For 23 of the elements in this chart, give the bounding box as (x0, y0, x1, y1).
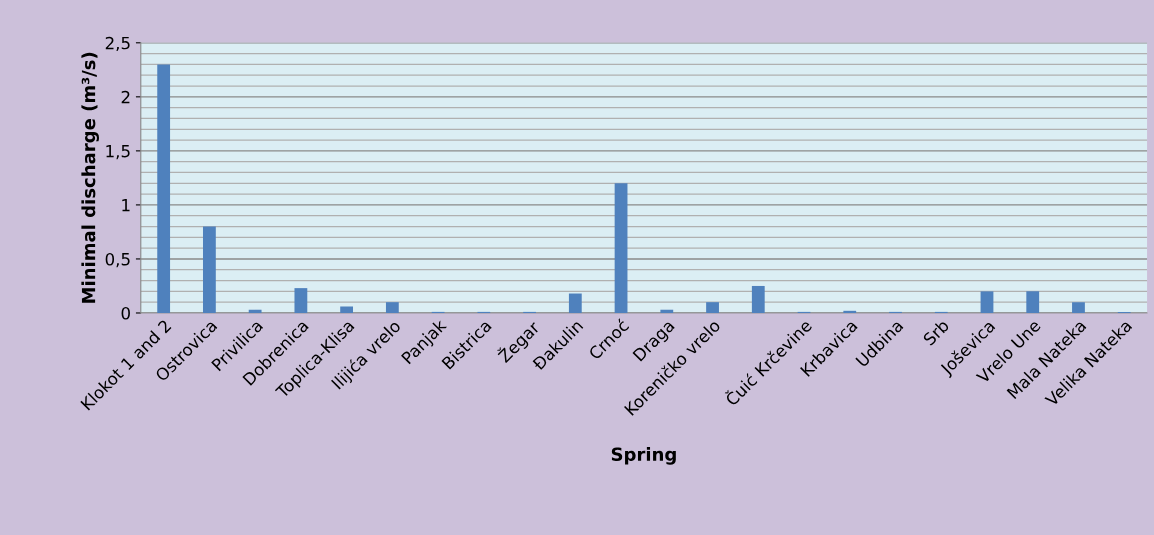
bar (157, 64, 171, 313)
bar (660, 309, 674, 313)
bar (385, 302, 399, 313)
bar (1072, 302, 1085, 313)
bar (340, 306, 354, 313)
y-tick-label: 0,5 (105, 252, 130, 268)
bar (843, 310, 857, 313)
y-tick-label: 2 (121, 90, 130, 104)
bar (1026, 291, 1040, 313)
bar (248, 309, 262, 313)
y-axis-title: Minimal discharge (m³/s) (81, 52, 100, 303)
y-tick-label: 2,5 (105, 36, 130, 52)
bar (202, 226, 216, 313)
bar (751, 285, 765, 313)
y-tick-label: 0 (121, 306, 130, 320)
bar (614, 183, 628, 313)
bar (294, 288, 308, 313)
y-tick-label: 1 (122, 199, 130, 212)
x-axis-title: Spring (611, 447, 676, 465)
bar (980, 291, 994, 313)
bar (568, 293, 582, 313)
y-tick-label: 1,5 (106, 145, 130, 160)
bar (706, 302, 719, 313)
